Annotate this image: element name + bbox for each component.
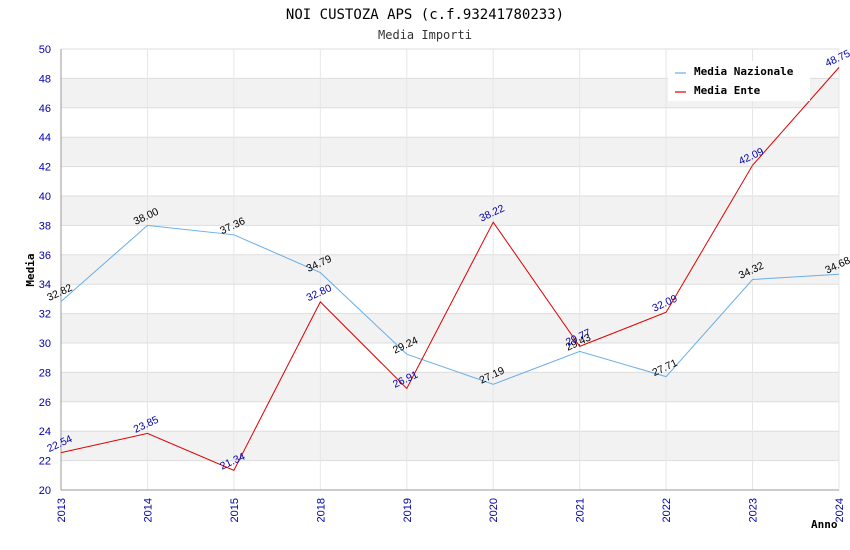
x-tick-label: 2024 [834, 498, 846, 522]
y-tick-label: 36 [39, 250, 51, 262]
y-tick-label: 24 [39, 426, 51, 438]
legend-label-media-nazionale: Media Nazionale [694, 65, 794, 78]
x-tick-label: 2021 [575, 498, 587, 522]
y-tick-label: 44 [39, 132, 51, 144]
grid-band [61, 431, 839, 461]
y-tick-label: 30 [39, 338, 51, 350]
y-tick-label: 26 [39, 397, 51, 409]
legend: Media Nazionale Media Ente [668, 61, 810, 101]
y-axis-label: Media [24, 253, 37, 286]
x-tick-label: 2023 [748, 498, 760, 522]
grid-band [61, 313, 839, 343]
y-tick-label: 20 [39, 485, 51, 497]
grid-band [61, 196, 839, 226]
y-tick-label: 50 [39, 44, 51, 56]
x-tick-label: 2020 [488, 498, 500, 522]
legend-box [668, 61, 810, 101]
series-lines [60, 67, 840, 471]
grid-band [61, 137, 839, 167]
y-tick-label: 34 [39, 279, 51, 291]
y-tick-label: 48 [39, 73, 51, 85]
data-label: 48.75 [823, 48, 850, 70]
x-axis-label: Anno [811, 518, 838, 531]
x-tick-label: 2019 [402, 498, 414, 522]
data-label: 32.09 [650, 293, 679, 315]
x-tick-label: 2014 [142, 498, 154, 522]
series-line-media-nazionale [60, 224, 840, 385]
y-tick-label: 22 [39, 456, 51, 468]
x-tick-label: 2013 [56, 498, 68, 522]
x-tick-label: 2018 [315, 498, 327, 522]
y-tick-label: 38 [39, 220, 51, 232]
data-label: 32.80 [305, 282, 334, 304]
y-tick-label: 42 [39, 162, 51, 174]
y-tick-label: 32 [39, 309, 51, 321]
y-tick-label: 46 [39, 103, 51, 115]
grid-band [61, 372, 839, 402]
grid-band [61, 254, 839, 285]
x-tick-label: 2022 [661, 498, 673, 522]
legend-label-media-ente: Media Ente [694, 84, 761, 97]
y-tick-label: 40 [39, 191, 51, 203]
chart-subtitle: Media Importi [378, 28, 472, 42]
x-tick-label: 2015 [229, 498, 241, 522]
y-tick-labels: 20 22 24 26 28 30 32 34 36 38 40 42 44 46 48 50 [39, 44, 51, 497]
x-tick-labels: 2013 2014 2015 2018 2019 2020 2021 2022 2023 2024 [56, 498, 846, 522]
series-line-media-ente [60, 67, 840, 471]
y-tick-label: 28 [39, 367, 51, 379]
chart-title: NOI CUSTOZA APS (c.f.93241780233) [286, 7, 564, 23]
grid-bands [61, 78, 839, 461]
